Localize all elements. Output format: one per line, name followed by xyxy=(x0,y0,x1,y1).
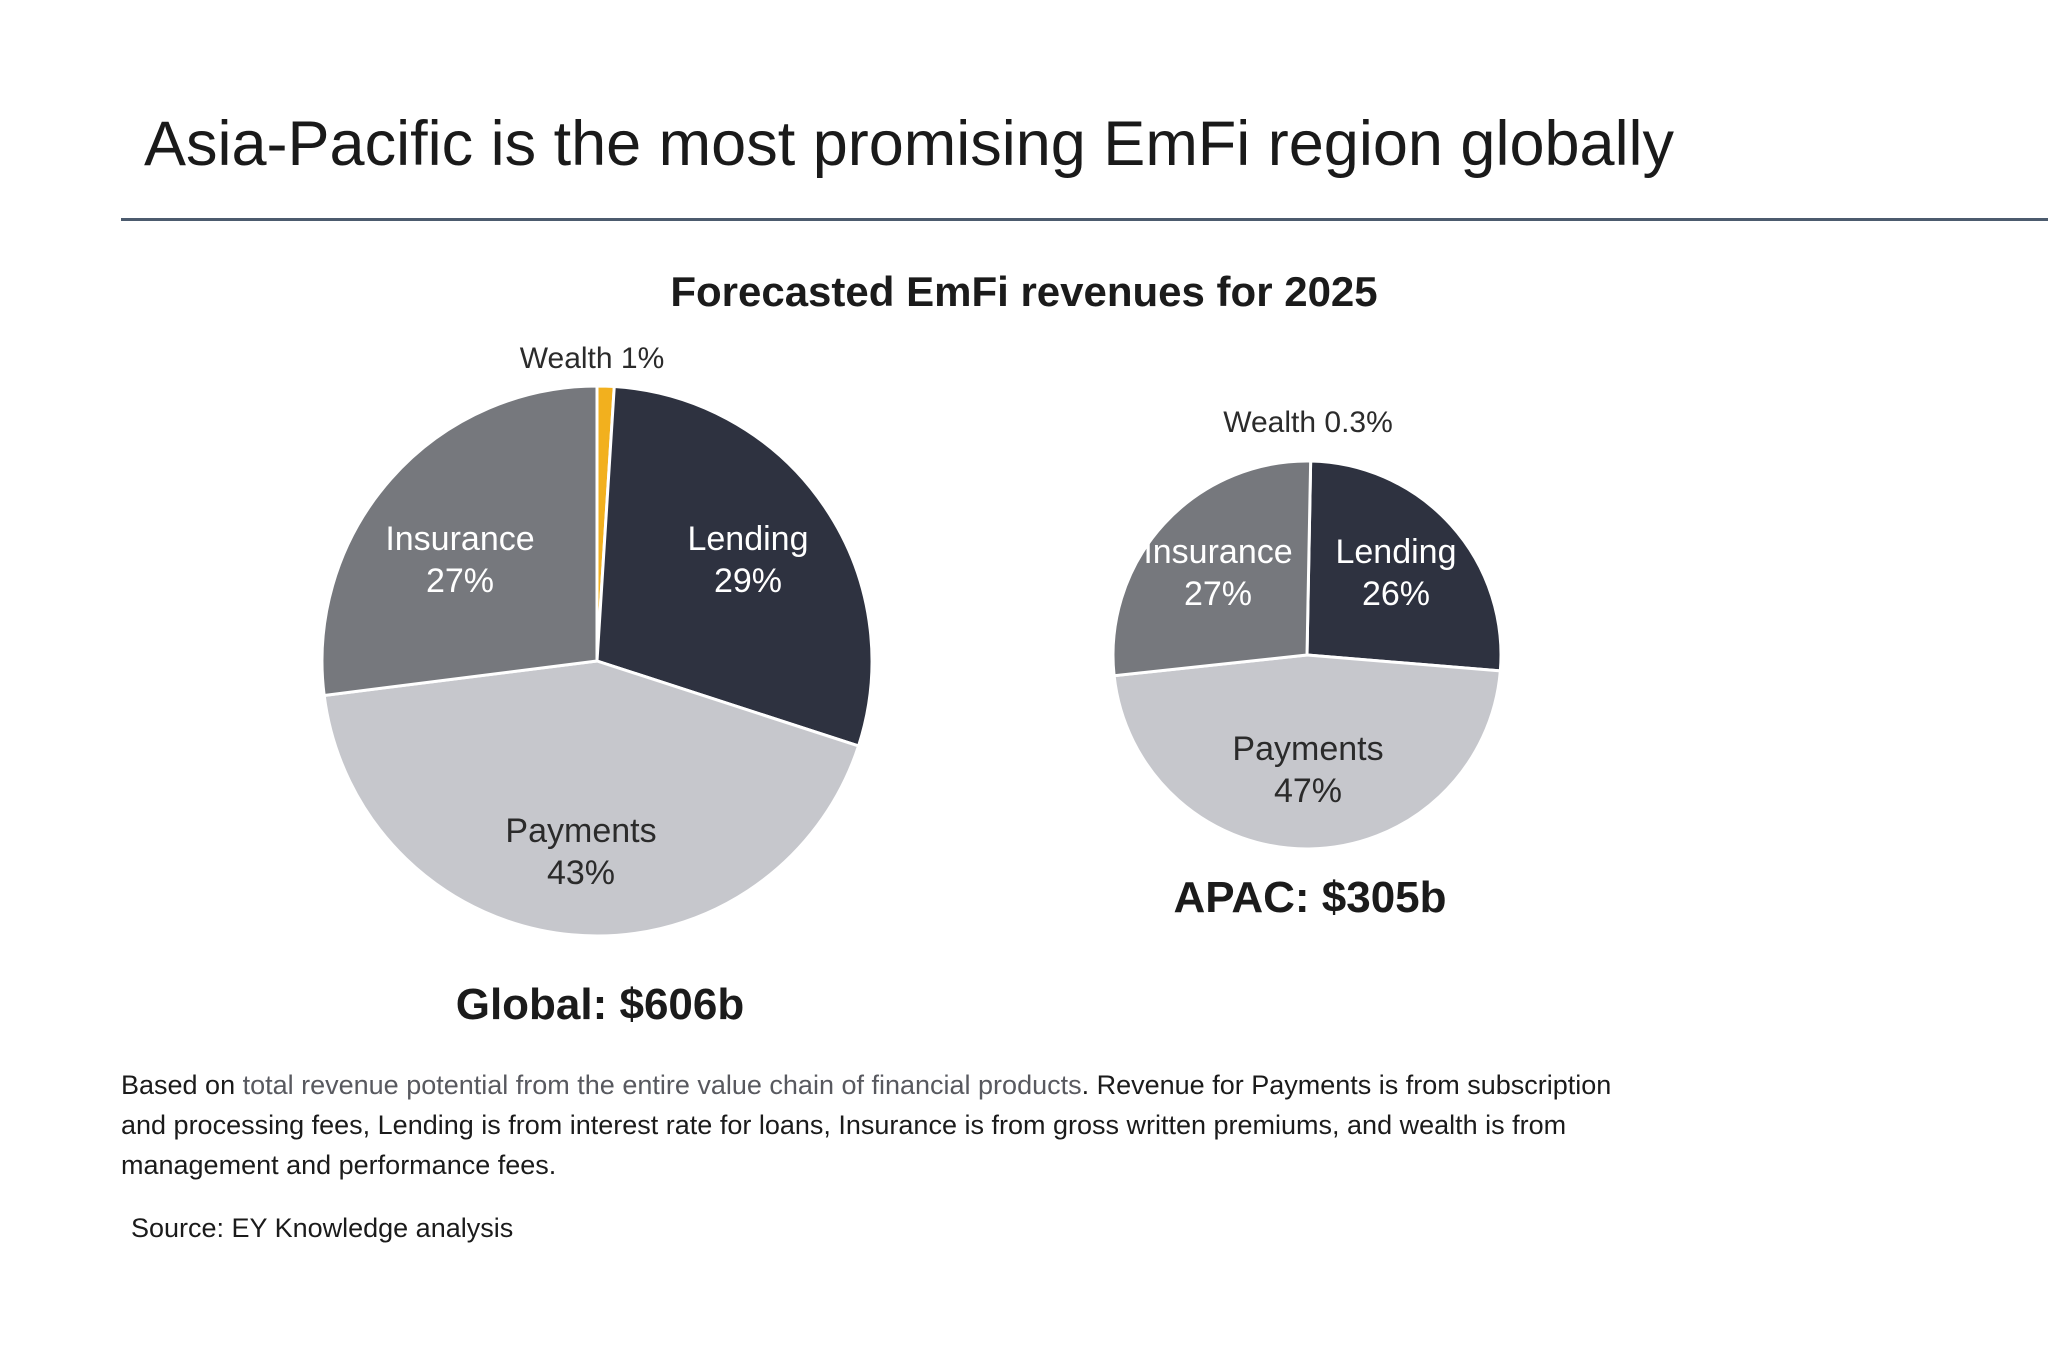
svg-text:Lending: Lending xyxy=(687,520,808,558)
svg-text:Wealth 1%: Wealth 1% xyxy=(520,342,665,375)
svg-text:29%: 29% xyxy=(714,562,782,600)
svg-text:Payments: Payments xyxy=(1232,730,1383,768)
svg-text:Lending: Lending xyxy=(1335,533,1456,571)
svg-text:Insurance: Insurance xyxy=(1143,533,1292,571)
svg-text:Insurance: Insurance xyxy=(385,520,534,558)
svg-text:27%: 27% xyxy=(426,562,494,600)
svg-text:Payments: Payments xyxy=(505,812,656,850)
svg-text:27%: 27% xyxy=(1184,575,1252,613)
svg-text:Wealth 0.3%: Wealth 0.3% xyxy=(1223,406,1393,439)
svg-text:26%: 26% xyxy=(1362,575,1430,613)
svg-text:43%: 43% xyxy=(547,854,615,892)
svg-text:47%: 47% xyxy=(1274,772,1342,810)
